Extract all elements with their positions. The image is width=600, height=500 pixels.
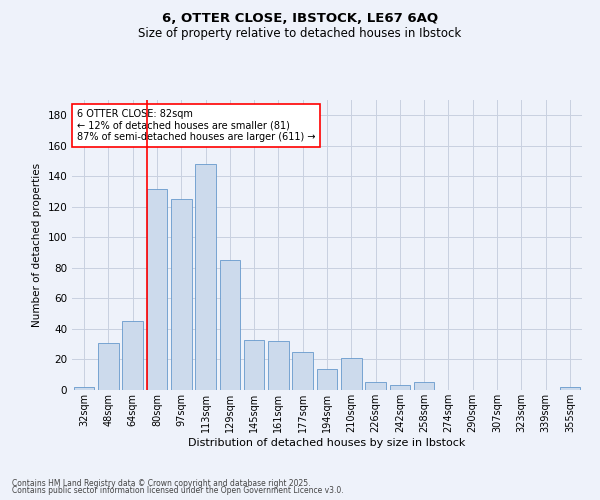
Bar [268,341,289,390]
Bar [389,386,410,390]
Text: Contains public sector information licensed under the Open Government Licence v3: Contains public sector information licen… [12,486,344,495]
Bar [341,358,362,390]
Bar [98,342,119,390]
Bar [365,382,386,390]
Bar [122,322,143,390]
Bar [195,164,216,390]
Y-axis label: Number of detached properties: Number of detached properties [32,163,42,327]
Bar [560,387,580,390]
Bar [292,352,313,390]
Text: Size of property relative to detached houses in Ibstock: Size of property relative to detached ho… [139,28,461,40]
X-axis label: Distribution of detached houses by size in Ibstock: Distribution of detached houses by size … [188,438,466,448]
Bar [146,188,167,390]
Bar [171,199,191,390]
Text: 6 OTTER CLOSE: 82sqm
← 12% of detached houses are smaller (81)
87% of semi-detac: 6 OTTER CLOSE: 82sqm ← 12% of detached h… [77,108,316,142]
Text: Contains HM Land Registry data © Crown copyright and database right 2025.: Contains HM Land Registry data © Crown c… [12,478,311,488]
Bar [244,340,265,390]
Text: 6, OTTER CLOSE, IBSTOCK, LE67 6AQ: 6, OTTER CLOSE, IBSTOCK, LE67 6AQ [162,12,438,26]
Bar [74,387,94,390]
Bar [414,382,434,390]
Bar [220,260,240,390]
Bar [317,368,337,390]
